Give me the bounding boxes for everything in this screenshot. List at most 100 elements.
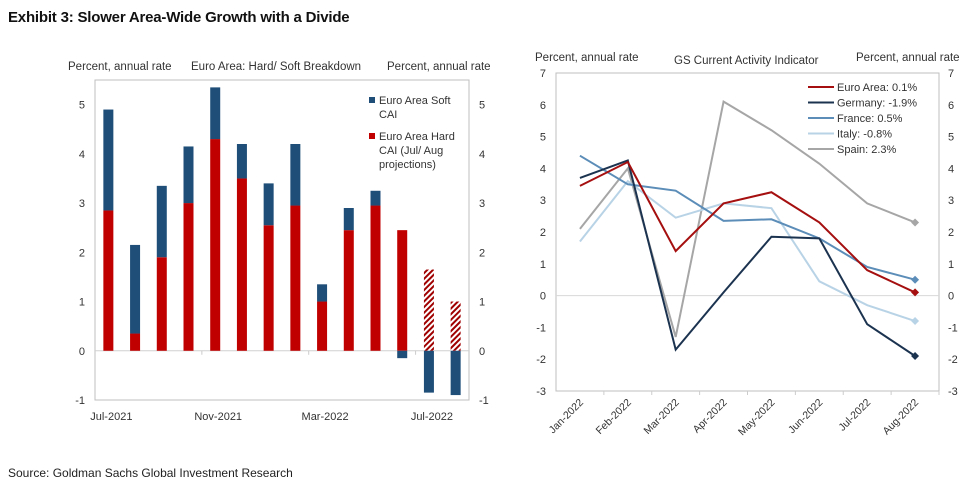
y-tick-left: -3 [536,386,546,398]
y-axis-label-right: Percent, annual rate [387,61,491,73]
y-tick-right: 2 [479,247,485,259]
y-tick-left: 2 [540,227,546,239]
line-germany [579,159,916,357]
bar-soft-Nov-2021 [210,87,221,140]
legend-label: Spain: 2.3% [837,144,897,156]
y-tick-left: -1 [536,322,546,334]
x-tick-label: Mar-2022 [302,411,349,423]
y-tick-right: 1 [479,297,485,309]
bar-hard-Aug-2021 [130,333,141,351]
legend-swatch [369,97,375,103]
y-tick-left: 7 [540,68,546,80]
y-tick-left: 4 [79,149,85,161]
y-tick-left: -1 [75,395,85,407]
source-note: Source: Goldman Sachs Global Investment … [8,466,293,480]
legend-label: Euro Area Soft [379,95,451,107]
bar-soft-Sep-2021 [156,185,167,258]
bar-hard-Feb-2022 [290,205,301,351]
bar-hard-May-2022 [370,205,381,351]
end-marker [911,317,920,326]
end-marker [911,352,920,361]
y-tick-right: 4 [479,149,485,161]
y-tick-right: 0 [948,291,954,303]
legend-label: France: 0.5% [837,113,903,125]
bar-hard-Dec-2021 [236,178,247,351]
x-tick-label: Jan-2022 [547,397,587,437]
bar-soft-Oct-2021 [183,146,194,204]
end-marker [911,288,920,297]
bar-soft-Jun-2022 [397,350,408,359]
y-tick-left: 1 [540,259,546,271]
legend-label: Euro Area: 0.1% [837,82,917,94]
y-tick-left: 0 [540,291,546,303]
y-tick-left: 3 [540,195,546,207]
y-tick-left: 3 [79,198,85,210]
legend-label: Euro Area Hard [379,131,455,143]
legend-label: CAI [379,109,397,121]
bar-hard-Jan-2022 [263,225,274,351]
x-tick-label: Apr-2022 [691,397,730,436]
y-tick-right: 3 [479,198,485,210]
y-tick-left: 0 [79,346,85,358]
y-tick-right: 4 [948,163,954,175]
bar-soft-Mar-2022 [317,284,328,302]
y-tick-right: 2 [948,227,954,239]
bar-hard-Apr-2022 [343,230,354,351]
y-tick-left: 5 [540,132,546,144]
y-tick-right: -2 [948,354,958,366]
y-tick-right: 3 [948,195,954,207]
bar-hard-Nov-2021 [210,139,221,351]
bar-hard-Jun-2022 [397,230,408,351]
y-tick-left: -2 [536,354,546,366]
y-tick-right: 5 [948,132,954,144]
y-tick-left: 1 [79,297,85,309]
bar-soft-Jan-2022 [263,183,274,226]
bar-soft-Jul-2021 [103,109,114,211]
bar-soft-Jul-2022 [423,350,434,393]
x-tick-label: Jul-2021 [90,411,132,423]
line-italy [579,179,916,322]
x-tick-label: Aug-2022 [880,397,921,438]
bar-soft-Apr-2022 [343,208,354,231]
bar-hard-Jul-2022 [423,269,434,351]
y-tick-right: 6 [948,100,954,112]
y-tick-left: 4 [540,163,546,175]
bar-soft-Aug-2021 [130,244,141,334]
x-tick-label: Feb-2022 [594,397,634,437]
x-tick-label: Jul-2022 [836,397,873,434]
bar-hard-Aug-2022 [450,301,461,351]
y-axis-label-left: Percent, annual rate [535,52,639,64]
bar-soft-Dec-2021 [236,144,247,179]
chart-title: Euro Area: Hard/ Soft Breakdown [191,61,361,73]
y-axis-label-left: Percent, annual rate [68,61,172,73]
y-tick-left: 5 [79,100,85,112]
legend-label: Italy: -0.8% [837,129,892,141]
plot-frame [94,79,470,401]
exhibit-title: Exhibit 3: Slower Area-Wide Growth with … [8,9,350,26]
x-tick-label: Nov-2021 [194,411,242,423]
y-tick-right: -1 [948,322,958,334]
y-tick-right: 1 [948,259,954,271]
y-tick-left: 2 [79,247,85,259]
x-tick-label: Jul-2022 [411,411,453,423]
bar-soft-Feb-2022 [290,144,301,206]
line-spain [579,100,916,338]
bar-soft-Aug-2022 [450,350,461,396]
bar-soft-May-2022 [370,190,381,206]
y-tick-right: 5 [479,100,485,112]
end-marker [911,218,920,227]
legend-swatch [369,133,375,139]
y-tick-right: -3 [948,386,958,398]
y-axis-label-right: Percent, annual rate [856,52,960,64]
bar-hard-Jul-2021 [103,210,114,351]
y-tick-right: -1 [479,395,489,407]
bar-hard-Mar-2022 [317,301,328,351]
y-tick-right: 7 [948,68,954,80]
bar-hard-Oct-2021 [183,203,194,351]
legend-label: CAI (Jul/ Aug [379,145,443,157]
x-tick-label: Jun-2022 [786,397,826,437]
legend-label: Germany: -1.9% [837,98,917,110]
